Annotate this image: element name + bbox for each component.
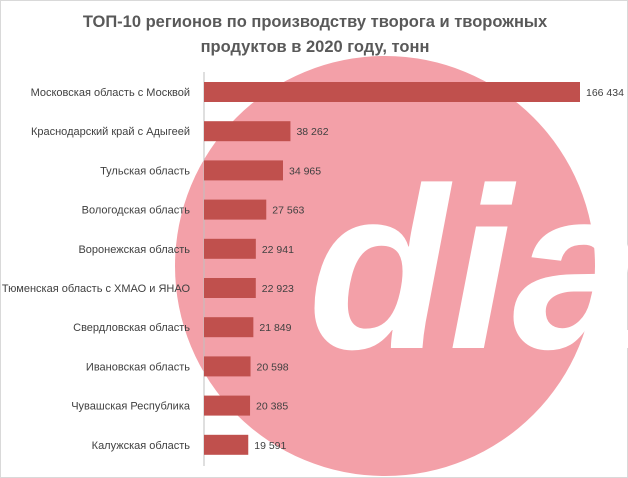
bar — [204, 317, 254, 338]
category-label: Вологодская область — [82, 205, 191, 217]
value-label: 21 849 — [259, 322, 291, 334]
value-label: 22 923 — [262, 283, 294, 295]
category-label: Чувашская Республика — [71, 401, 191, 413]
watermark-text: dia — [308, 140, 628, 397]
value-label: 20 598 — [257, 361, 289, 373]
value-label: 166 434 — [586, 87, 624, 99]
bar — [204, 121, 291, 142]
value-label: 22 941 — [262, 244, 294, 256]
bar — [204, 356, 251, 377]
value-label: 34 965 — [289, 165, 321, 177]
category-label: Краснодарский край с Адыгеей — [31, 126, 190, 138]
chart-title: ТОП-10 регионов по производству творога … — [82, 13, 548, 56]
value-label: 27 563 — [272, 205, 304, 217]
category-label: Московская область с Москвой — [31, 87, 190, 99]
category-label: Воронежская область — [78, 244, 190, 256]
bar — [204, 82, 580, 102]
category-label: Калужская область — [92, 440, 191, 452]
value-label: 20 385 — [256, 401, 288, 413]
category-label: Тульская область — [100, 165, 190, 177]
value-label: 38 262 — [296, 126, 328, 138]
bar — [204, 199, 267, 220]
bar — [204, 395, 251, 416]
bar — [204, 434, 249, 455]
category-label: Свердловская область — [73, 322, 190, 334]
category-label: Ивановская область — [86, 361, 190, 373]
bar — [204, 238, 256, 259]
bar — [204, 160, 283, 181]
value-label: 19 591 — [254, 440, 286, 452]
category-label: Тюменская область с ХМАО и ЯНАО — [2, 283, 191, 295]
bar — [204, 278, 256, 298]
